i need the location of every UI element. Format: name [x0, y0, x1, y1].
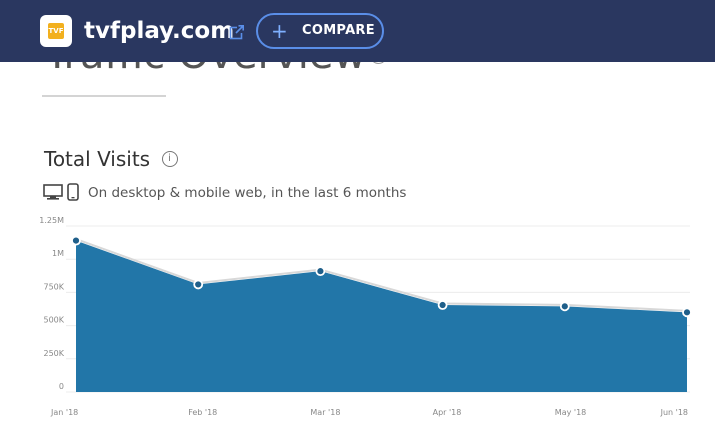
y-axis-ticks: 0 250K 500K 750K 1M 1.25M [39, 216, 64, 391]
total-visits-chart: 0 250K 500K 750K 1M 1.25M Jan '18 Feb '18 Mar '… [39, 216, 692, 417]
info-icon[interactable] [162, 151, 178, 167]
x-tick-label: Jun '18 [660, 408, 688, 417]
data-point[interactable] [315, 266, 326, 277]
y-tick-label: 500K [43, 316, 64, 325]
data-points[interactable] [71, 235, 692, 318]
external-link-icon[interactable] [229, 24, 245, 40]
x-tick-label: Apr '18 [433, 408, 462, 417]
data-point[interactable] [193, 279, 204, 290]
visits-line [75, 238, 688, 312]
domain-title: tvfplay.com [84, 18, 235, 44]
site-logo-mark: TVF [48, 23, 64, 39]
card-title: Total Visits [44, 147, 151, 171]
section-divider [42, 95, 166, 97]
mobile-icon [67, 183, 79, 201]
data-point[interactable] [71, 235, 81, 246]
compare-button[interactable]: + COMPARE [256, 13, 384, 49]
data-point[interactable] [559, 301, 570, 312]
desktop-icon [43, 184, 63, 200]
y-tick-label: 1M [52, 249, 64, 258]
data-point[interactable] [682, 307, 692, 318]
y-tick-label: 750K [43, 282, 64, 291]
visits-area [76, 240, 687, 392]
x-tick-label: May '18 [555, 408, 586, 417]
x-axis-ticks: Jan '18 Feb '18 Mar '18 Apr '18 May '18 Jun '… [50, 408, 688, 417]
x-tick-label: Mar '18 [310, 408, 340, 417]
site-logo: TVF [40, 15, 72, 47]
y-tick-label: 0 [59, 382, 64, 391]
plus-icon: + [271, 19, 288, 43]
y-tick-label: 1.25M [39, 216, 64, 225]
x-tick-label: Feb '18 [188, 408, 217, 417]
header-bar: TVF tvfplay.com + COMPARE [0, 0, 715, 62]
compare-label: COMPARE [302, 23, 375, 38]
card-subtitle: On desktop & mobile web, in the last 6 m… [88, 185, 407, 201]
y-tick-label: 250K [43, 349, 64, 358]
x-tick-label: Jan '18 [50, 408, 78, 417]
data-point[interactable] [437, 300, 448, 310]
